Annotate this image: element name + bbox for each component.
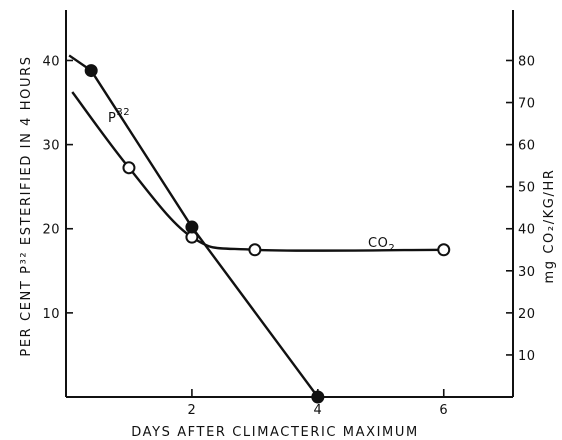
y-axis-left-title: PER CENT P³² ESTERIFIED IN 4 HOURS xyxy=(19,55,34,356)
co2-series-label: CO2 xyxy=(368,236,395,254)
x-tick-label: 4 xyxy=(313,403,322,418)
labels: DAYS AFTER CLIMACTERIC MAXIMUM PER CENT … xyxy=(19,55,557,440)
y-right-tick-label: 50 xyxy=(518,181,536,196)
y-right-tick-label: 70 xyxy=(518,97,536,112)
p32-point xyxy=(185,220,199,234)
y-left-tick-label: 20 xyxy=(42,223,60,238)
axes xyxy=(65,10,514,398)
y-right-tick-label: 20 xyxy=(518,307,536,322)
p32-series-label: P32 xyxy=(108,107,130,126)
y-right-tick-label: 10 xyxy=(518,349,536,364)
x-axis-title: DAYS AFTER CLIMACTERIC MAXIMUM xyxy=(131,425,419,440)
y-right-tick-label: 30 xyxy=(518,265,536,280)
x-tick-label: 2 xyxy=(188,403,197,418)
co2-point xyxy=(122,161,136,175)
y-left-tick-label: 30 xyxy=(42,139,60,154)
y-left-tick-label: 40 xyxy=(42,54,60,69)
series xyxy=(68,54,451,404)
y-axis-right-title: mg CO₂/KG/HR xyxy=(542,169,557,284)
co2-point xyxy=(248,243,262,257)
p32-point xyxy=(311,390,325,404)
co2-point xyxy=(437,243,451,257)
y-right-tick-label: 60 xyxy=(518,139,536,154)
x-tick-label: 6 xyxy=(439,403,448,418)
y-left-tick-label: 10 xyxy=(42,307,60,322)
p32-point xyxy=(84,64,98,78)
y-right-tick-label: 40 xyxy=(518,223,536,238)
ticks: 2 4 6 10 20 30 40 10 20 30 40 50 60 70 80 xyxy=(42,54,535,418)
p32-line xyxy=(90,69,319,398)
y-right-tick-label: 80 xyxy=(518,54,536,69)
